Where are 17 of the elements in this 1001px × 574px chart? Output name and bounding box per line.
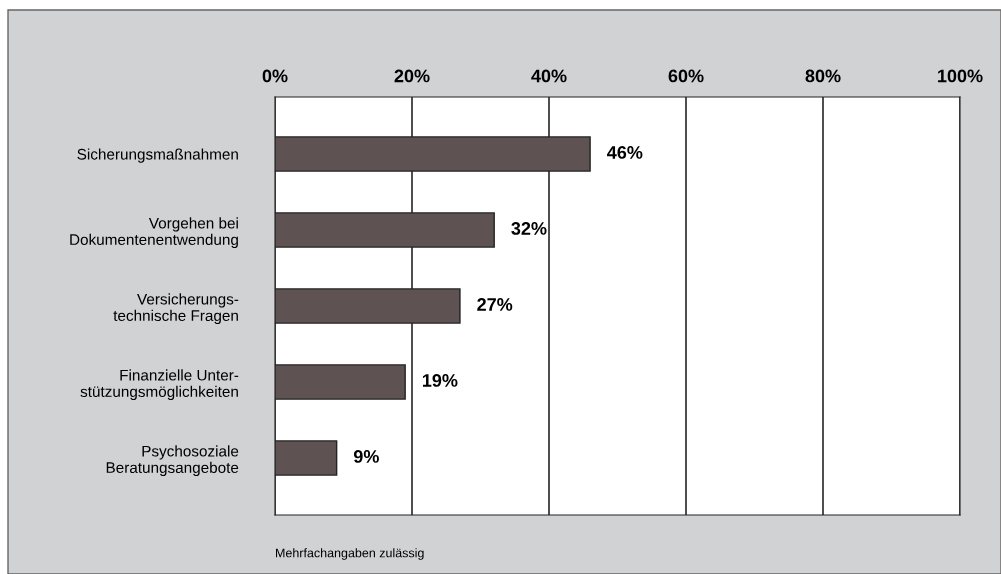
x-tick-label: 0% (262, 69, 288, 83)
y-tick-label: Psychosoziale Beratungsangebote (106, 445, 239, 477)
y-tick-label: Versicherungs- technische Fragen (113, 293, 239, 325)
data-label: 9% (353, 450, 379, 463)
y-tick-label: Sicherungsmaßnahmen (77, 148, 238, 163)
data-label: 27% (477, 298, 513, 311)
data-label: 19% (422, 374, 458, 387)
y-tick-label: Finanzielle Unter- stützungsmöglichkeiten (80, 369, 239, 401)
data-label: 32% (511, 222, 547, 235)
y-tick-label: Vorgehen bei Dokumentenentwendung (70, 217, 238, 249)
data-label: 46% (607, 146, 643, 159)
x-tick-label: 100% (938, 69, 983, 83)
x-tick-label: 80% (805, 69, 841, 83)
x-tick-label: 60% (668, 69, 704, 83)
text: Mehrfachangaben zulässig (276, 548, 424, 560)
x-tick-label: 40% (531, 69, 567, 83)
x-tick-label: 20% (394, 69, 430, 83)
